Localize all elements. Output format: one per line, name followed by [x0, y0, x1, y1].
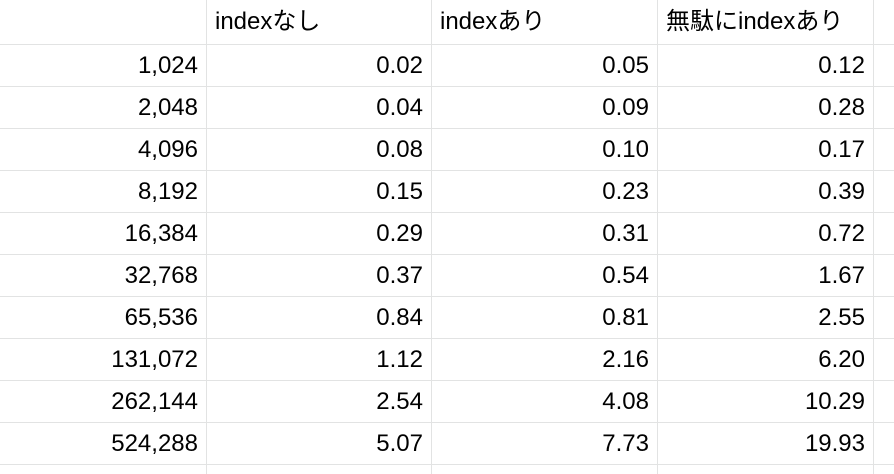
partial-row: [0, 465, 894, 474]
index-none-cell[interactable]: 0.37: [207, 255, 432, 296]
index-none-cell[interactable]: 5.07: [207, 423, 432, 464]
row-size-cell[interactable]: 8,192: [0, 171, 207, 212]
index-wasteful-cell[interactable]: 19.93: [658, 423, 874, 464]
header-cell-index-wasteful[interactable]: 無駄にindexあり: [658, 0, 874, 44]
index-wasteful-cell[interactable]: 2.55: [658, 297, 874, 338]
empty-cell[interactable]: [658, 465, 874, 474]
table-row: 2,048 0.04 0.09 0.28: [0, 87, 894, 129]
index-wasteful-cell[interactable]: 6.20: [658, 339, 874, 380]
empty-cell[interactable]: [874, 87, 894, 128]
index-present-cell[interactable]: 0.05: [432, 45, 658, 86]
header-cell-index-none[interactable]: indexなし: [207, 0, 432, 44]
header-cell-index-present[interactable]: indexあり: [432, 0, 658, 44]
row-size-cell[interactable]: 65,536: [0, 297, 207, 338]
row-size-cell[interactable]: 16,384: [0, 213, 207, 254]
index-present-cell[interactable]: 0.23: [432, 171, 658, 212]
empty-cell[interactable]: [432, 465, 658, 474]
empty-cell[interactable]: [874, 45, 894, 86]
table-row: 131,072 1.12 2.16 6.20: [0, 339, 894, 381]
empty-cell[interactable]: [874, 255, 894, 296]
index-none-cell[interactable]: 0.08: [207, 129, 432, 170]
index-present-cell[interactable]: 0.09: [432, 87, 658, 128]
empty-cell[interactable]: [874, 381, 894, 422]
index-present-cell[interactable]: 0.10: [432, 129, 658, 170]
row-size-cell[interactable]: 2,048: [0, 87, 207, 128]
table-row: 16,384 0.29 0.31 0.72: [0, 213, 894, 255]
index-wasteful-cell[interactable]: 0.72: [658, 213, 874, 254]
index-wasteful-cell[interactable]: 1.67: [658, 255, 874, 296]
table-row: 1,024 0.02 0.05 0.12: [0, 45, 894, 87]
index-wasteful-cell[interactable]: 0.28: [658, 87, 874, 128]
index-none-cell[interactable]: 0.84: [207, 297, 432, 338]
index-wasteful-cell[interactable]: 0.12: [658, 45, 874, 86]
index-present-cell[interactable]: 7.73: [432, 423, 658, 464]
row-size-cell[interactable]: 524,288: [0, 423, 207, 464]
empty-cell[interactable]: [874, 297, 894, 338]
row-size-cell[interactable]: 131,072: [0, 339, 207, 380]
empty-cell[interactable]: [207, 465, 432, 474]
empty-cell[interactable]: [874, 0, 894, 44]
index-present-cell[interactable]: 2.16: [432, 339, 658, 380]
index-wasteful-cell[interactable]: 0.17: [658, 129, 874, 170]
index-wasteful-cell[interactable]: 10.29: [658, 381, 874, 422]
header-row: indexなし indexあり 無駄にindexあり: [0, 0, 894, 45]
empty-cell[interactable]: [874, 213, 894, 254]
index-present-cell[interactable]: 4.08: [432, 381, 658, 422]
table-row: 8,192 0.15 0.23 0.39: [0, 171, 894, 213]
table-row: 65,536 0.84 0.81 2.55: [0, 297, 894, 339]
row-size-cell[interactable]: 1,024: [0, 45, 207, 86]
empty-cell[interactable]: [874, 129, 894, 170]
row-size-cell[interactable]: 262,144: [0, 381, 207, 422]
header-cell-corner[interactable]: [0, 0, 207, 44]
index-wasteful-cell[interactable]: 0.39: [658, 171, 874, 212]
index-none-cell[interactable]: 0.15: [207, 171, 432, 212]
index-none-cell[interactable]: 0.29: [207, 213, 432, 254]
table-row: 262,144 2.54 4.08 10.29: [0, 381, 894, 423]
table-row: 4,096 0.08 0.10 0.17: [0, 129, 894, 171]
empty-cell[interactable]: [874, 423, 894, 464]
empty-cell[interactable]: [874, 171, 894, 212]
empty-cell[interactable]: [874, 465, 894, 474]
index-none-cell[interactable]: 1.12: [207, 339, 432, 380]
table-row: 524,288 5.07 7.73 19.93: [0, 423, 894, 465]
index-none-cell[interactable]: 2.54: [207, 381, 432, 422]
index-none-cell[interactable]: 0.04: [207, 87, 432, 128]
empty-cell[interactable]: [0, 465, 207, 474]
index-present-cell[interactable]: 0.31: [432, 213, 658, 254]
table-row: 32,768 0.37 0.54 1.67: [0, 255, 894, 297]
index-none-cell[interactable]: 0.02: [207, 45, 432, 86]
row-size-cell[interactable]: 4,096: [0, 129, 207, 170]
index-present-cell[interactable]: 0.81: [432, 297, 658, 338]
row-size-cell[interactable]: 32,768: [0, 255, 207, 296]
index-present-cell[interactable]: 0.54: [432, 255, 658, 296]
empty-cell[interactable]: [874, 339, 894, 380]
